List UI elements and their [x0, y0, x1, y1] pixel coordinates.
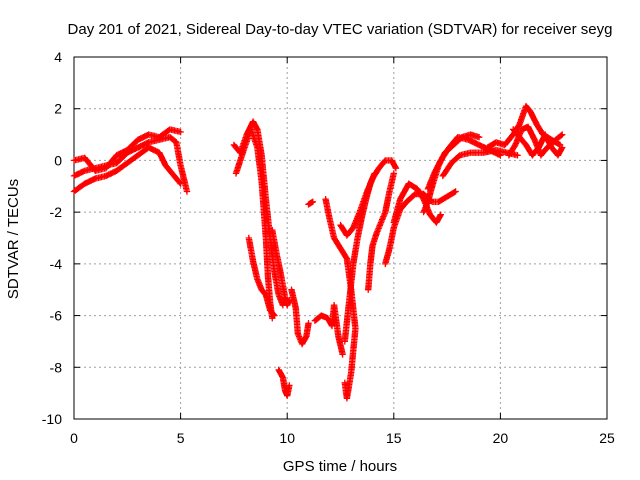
data-marker [245, 234, 278, 319]
data-marker [70, 126, 184, 174]
chart-title: Day 201 of 2021, Sidereal Day-to-day VTE… [68, 21, 613, 38]
data-marker [288, 286, 312, 348]
y-tick-label: -6 [50, 308, 63, 324]
x-tick-label: 20 [493, 430, 509, 446]
series-track-j [305, 198, 316, 208]
series-track-e [232, 126, 276, 322]
series-track-g [269, 227, 293, 309]
plot-frame [73, 56, 608, 420]
data-marker [337, 157, 400, 239]
data-marker [269, 227, 293, 309]
y-tick-label: 2 [54, 101, 62, 117]
x-tick-label: 5 [177, 430, 185, 446]
data-marker [275, 366, 293, 399]
y-axis-label: SDTVAR / TECUs [5, 179, 22, 299]
x-tick-label: 0 [70, 430, 78, 446]
series-track-i [288, 286, 312, 348]
y-tick-label: -10 [42, 411, 62, 427]
data-marker [365, 170, 397, 293]
series-track-p [382, 188, 459, 268]
y-tick-label: 0 [54, 152, 62, 168]
series-track-n [337, 157, 400, 239]
x-tick-label: 10 [279, 430, 295, 446]
data-markers [70, 102, 566, 402]
x-tick-label: 25 [599, 430, 615, 446]
series-track-f [245, 234, 278, 319]
data-marker [70, 144, 184, 195]
data-marker [305, 198, 316, 208]
axis-ticks: 0 5 10 15 20 25 -10 -8 -6 -4 -2 0 2 4 [42, 49, 615, 446]
y-tick-label: 4 [54, 49, 62, 65]
series-track-c [70, 126, 184, 174]
gridlines [74, 57, 607, 419]
series-track-h [275, 366, 293, 399]
data-marker [510, 126, 566, 159]
data-marker [311, 302, 346, 358]
x-tick-label: 15 [386, 430, 402, 446]
y-tick-label: -4 [50, 256, 63, 272]
series-track-b [70, 144, 184, 195]
series-track-w [510, 126, 566, 159]
y-tick-label: -2 [50, 204, 63, 220]
y-tick-label: -8 [50, 359, 63, 375]
data-marker [232, 126, 276, 322]
series-track-o [365, 170, 397, 293]
x-axis-label: GPS time / hours [283, 458, 397, 475]
series-track-k [311, 302, 346, 358]
data-marker [382, 188, 459, 268]
